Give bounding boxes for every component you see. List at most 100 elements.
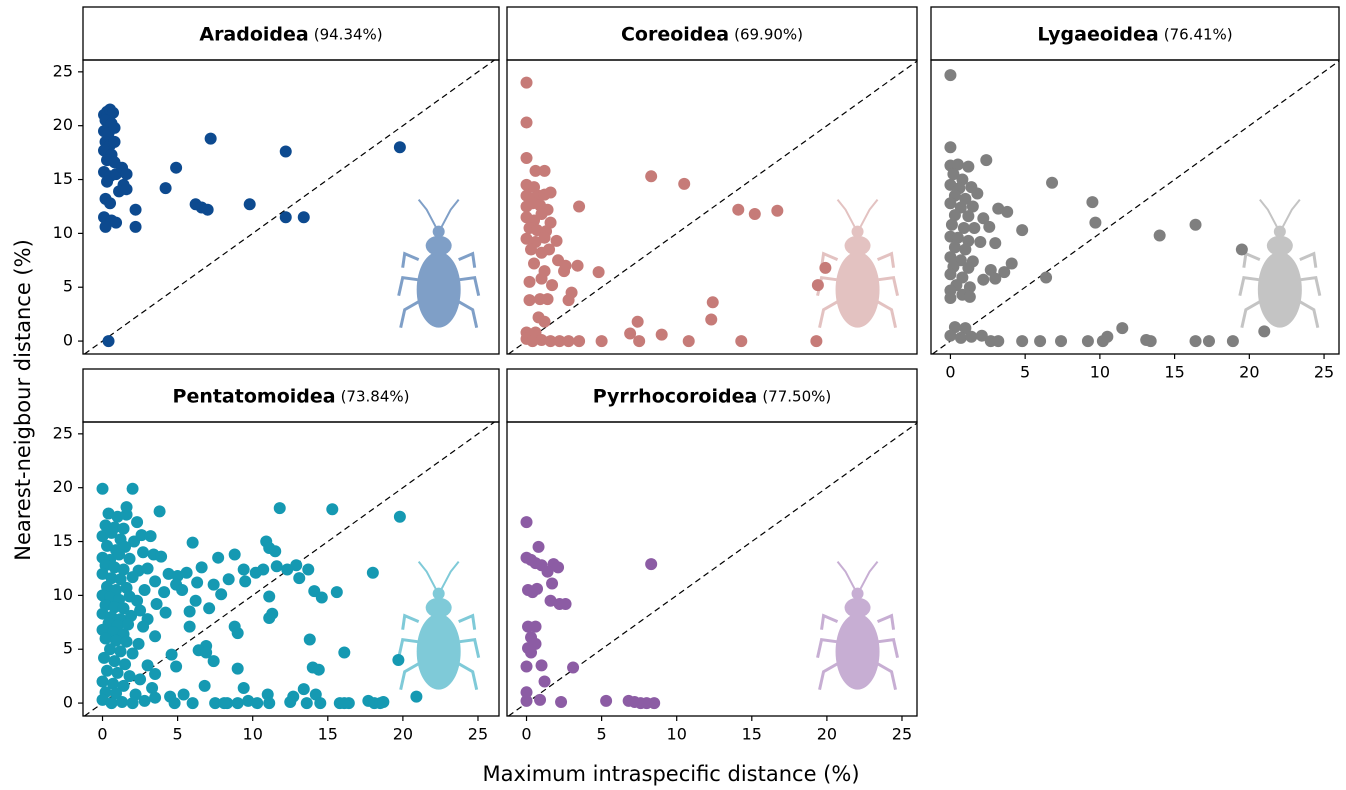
data-point [645, 558, 658, 571]
panel-title-name: Coreoidea [621, 23, 729, 45]
data-point [525, 243, 538, 256]
data-point [180, 566, 193, 579]
x-tick-label: 0 [521, 725, 531, 744]
data-point [330, 586, 343, 599]
data-point [535, 272, 548, 285]
data-point [231, 662, 244, 675]
panel: Pyrrhocoroidea (77.50%) 0 5 10 15 20 25 [506, 368, 918, 744]
panel: Coreoidea (69.90%) [506, 6, 918, 355]
data-point [269, 545, 282, 558]
data-point [212, 551, 225, 564]
data-point [534, 693, 547, 706]
plot-frame [506, 421, 918, 717]
data-point [1005, 257, 1018, 270]
data-point [168, 697, 181, 710]
data-point [732, 203, 745, 216]
data-point [977, 273, 990, 286]
data-point [120, 183, 133, 196]
insect-icon [1238, 199, 1322, 329]
data-point [1226, 335, 1239, 348]
data-point [159, 182, 172, 195]
data-point [146, 682, 159, 694]
data-point [170, 161, 183, 174]
data-point [105, 526, 118, 539]
data-point [134, 673, 147, 686]
data-point [959, 243, 972, 256]
x-tick-label: 25 [1314, 363, 1334, 382]
x-tick-label: 0 [97, 725, 107, 744]
data-point [158, 586, 171, 599]
y-tick-label: 0 [63, 331, 73, 350]
data-point [138, 694, 151, 707]
data-point [1258, 325, 1271, 338]
data-point [215, 588, 228, 601]
panel-title-name: Pentatomoidea [173, 385, 336, 407]
data-point [176, 584, 189, 596]
panel-header [506, 6, 918, 61]
data-point [544, 335, 557, 348]
x-tick-label: 20 [1239, 363, 1259, 382]
data-point [998, 266, 1011, 279]
data-point [303, 633, 316, 646]
insect-icon [397, 561, 481, 691]
data-point [138, 584, 151, 596]
data-point [273, 502, 286, 515]
data-point [538, 164, 551, 177]
x-tick-label: 5 [597, 725, 607, 744]
x-tick-label: 25 [468, 725, 488, 744]
data-point [129, 220, 142, 233]
data-point [189, 594, 202, 607]
data-point [810, 335, 823, 348]
data-point [123, 552, 136, 565]
data-point [108, 561, 121, 574]
data-point [297, 683, 310, 696]
data-point [567, 661, 580, 674]
data-point [114, 573, 127, 586]
data-point [186, 697, 199, 710]
data-point [326, 503, 339, 516]
data-point [135, 529, 148, 542]
y-tick-label: 15 [53, 169, 73, 188]
panel-header [506, 368, 918, 423]
x-tick-label: 5 [173, 725, 183, 744]
data-point [149, 691, 162, 704]
data-point [1116, 322, 1129, 335]
data-point [153, 505, 166, 518]
data-point [944, 69, 957, 82]
data-point [971, 187, 984, 200]
data-point [111, 510, 124, 523]
panel-header [930, 6, 1340, 61]
panel-title-name: Lygaeoidea [1037, 23, 1158, 45]
data-point [968, 222, 981, 234]
x-tick-label: 20 [393, 725, 413, 744]
y-tick-label: 15 [53, 531, 73, 550]
data-point [170, 660, 183, 673]
data-point [297, 211, 310, 224]
data-point [550, 234, 563, 247]
data-point [162, 567, 175, 580]
data-point [520, 232, 533, 245]
data-point [954, 331, 967, 344]
panel-title-share: (77.50%) [762, 387, 831, 405]
data-point [648, 697, 661, 710]
data-point [706, 296, 719, 309]
data-point [239, 575, 252, 588]
data-point [98, 651, 111, 664]
data-point [149, 668, 162, 680]
data-point [1055, 335, 1068, 348]
data-point [531, 582, 544, 595]
plot-area [508, 422, 917, 716]
data-point [944, 292, 957, 304]
data-point [532, 540, 545, 553]
panel-title-share: (76.41%) [1164, 25, 1233, 43]
panel-title-name: Pyrrhocoroidea [593, 385, 758, 407]
data-point [284, 696, 297, 708]
data-point [302, 563, 315, 576]
data-point [315, 591, 328, 604]
data-point [544, 186, 557, 199]
data-point [538, 231, 551, 244]
data-point [231, 627, 244, 640]
data-point [110, 216, 123, 229]
panel-title: Coreoidea (69.90%) [621, 23, 803, 45]
data-point [546, 279, 559, 292]
